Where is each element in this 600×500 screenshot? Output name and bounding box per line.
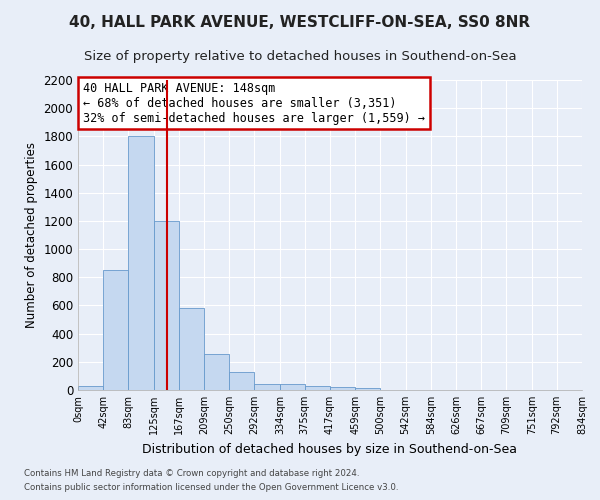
Text: Size of property relative to detached houses in Southend-on-Sea: Size of property relative to detached ho… — [83, 50, 517, 63]
Bar — [179, 308, 205, 390]
Bar — [103, 270, 128, 390]
Bar — [205, 354, 229, 390]
Bar — [330, 387, 355, 390]
X-axis label: Distribution of detached houses by size in Southend-on-Sea: Distribution of detached houses by size … — [143, 442, 517, 456]
Bar — [254, 384, 280, 390]
Text: 40 HALL PARK AVENUE: 148sqm
← 68% of detached houses are smaller (3,351)
32% of : 40 HALL PARK AVENUE: 148sqm ← 68% of det… — [83, 82, 425, 124]
Text: Contains HM Land Registry data © Crown copyright and database right 2024.: Contains HM Land Registry data © Crown c… — [24, 468, 359, 477]
Text: 40, HALL PARK AVENUE, WESTCLIFF-ON-SEA, SS0 8NR: 40, HALL PARK AVENUE, WESTCLIFF-ON-SEA, … — [70, 15, 530, 30]
Bar — [154, 221, 179, 390]
Bar — [128, 136, 154, 390]
Bar — [78, 386, 103, 390]
Bar — [305, 386, 330, 390]
Bar — [280, 384, 305, 390]
Bar — [355, 388, 380, 390]
Y-axis label: Number of detached properties: Number of detached properties — [25, 142, 38, 328]
Bar — [229, 372, 254, 390]
Text: Contains public sector information licensed under the Open Government Licence v3: Contains public sector information licen… — [24, 484, 398, 492]
